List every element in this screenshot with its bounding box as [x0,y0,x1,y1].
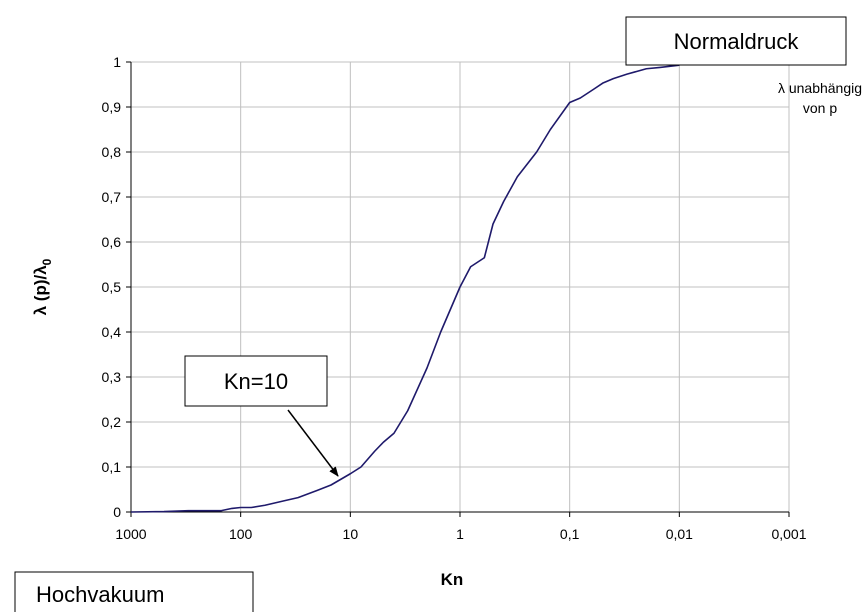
hochvakuum-box [14,571,254,612]
y-tick-label: 0,9 [102,99,122,115]
x-tick-label: 1 [456,526,464,542]
y-tick-label: 0,1 [102,459,122,475]
x-tick-label: 0,1 [560,526,580,542]
lambda-note-line1: λ unabhängig [778,80,862,96]
y-tick-label: 0,7 [102,189,122,205]
lambda-note-line2: von p [803,100,837,116]
series-line [130,64,680,513]
kn10-label: Kn=10 [224,369,288,394]
y-tick-label: 0,3 [102,369,122,385]
lambda-note-bg [792,73,862,113]
y-tick-label: 1 [113,54,121,70]
hochvakuum-label: Hochvakuum [36,582,164,607]
y-axis-title: λ (p)/λ0 [31,258,54,315]
y-tick-label: 0,5 [102,279,122,295]
y-axis-title-main: λ (p)/λ [31,265,50,316]
kn10-arrow [287,409,339,477]
y-tick-label: 0 [113,504,121,520]
y-tick-label: 0,2 [102,414,122,430]
series-group [130,64,680,513]
x-axis-title: Kn [441,570,464,589]
x-tick-label: 100 [229,526,253,542]
y-axis-title-subscript: 0 [40,258,54,265]
x-tick-label: 0,01 [666,526,693,542]
x-tick-label: 1000 [115,526,146,542]
x-tick-label: 10 [343,526,359,542]
normaldruck-label: Normaldruck [674,29,800,54]
axes [126,61,790,517]
y-tick-label: 0,4 [102,324,122,340]
kn10-box [184,355,328,407]
y-tick-label: 0,6 [102,234,122,250]
tick-labels: 0 0,1 0,2 0,3 0,4 0,5 0,6 0,7 0,8 0,9 1 1000 100 10 1 0… [102,54,807,542]
x-tick-label: 0,001 [771,526,806,542]
normaldruck-box [625,16,847,66]
y-axis-title-group: λ (p)/λ0 [31,258,54,315]
y-tick-label: 0,8 [102,144,122,160]
